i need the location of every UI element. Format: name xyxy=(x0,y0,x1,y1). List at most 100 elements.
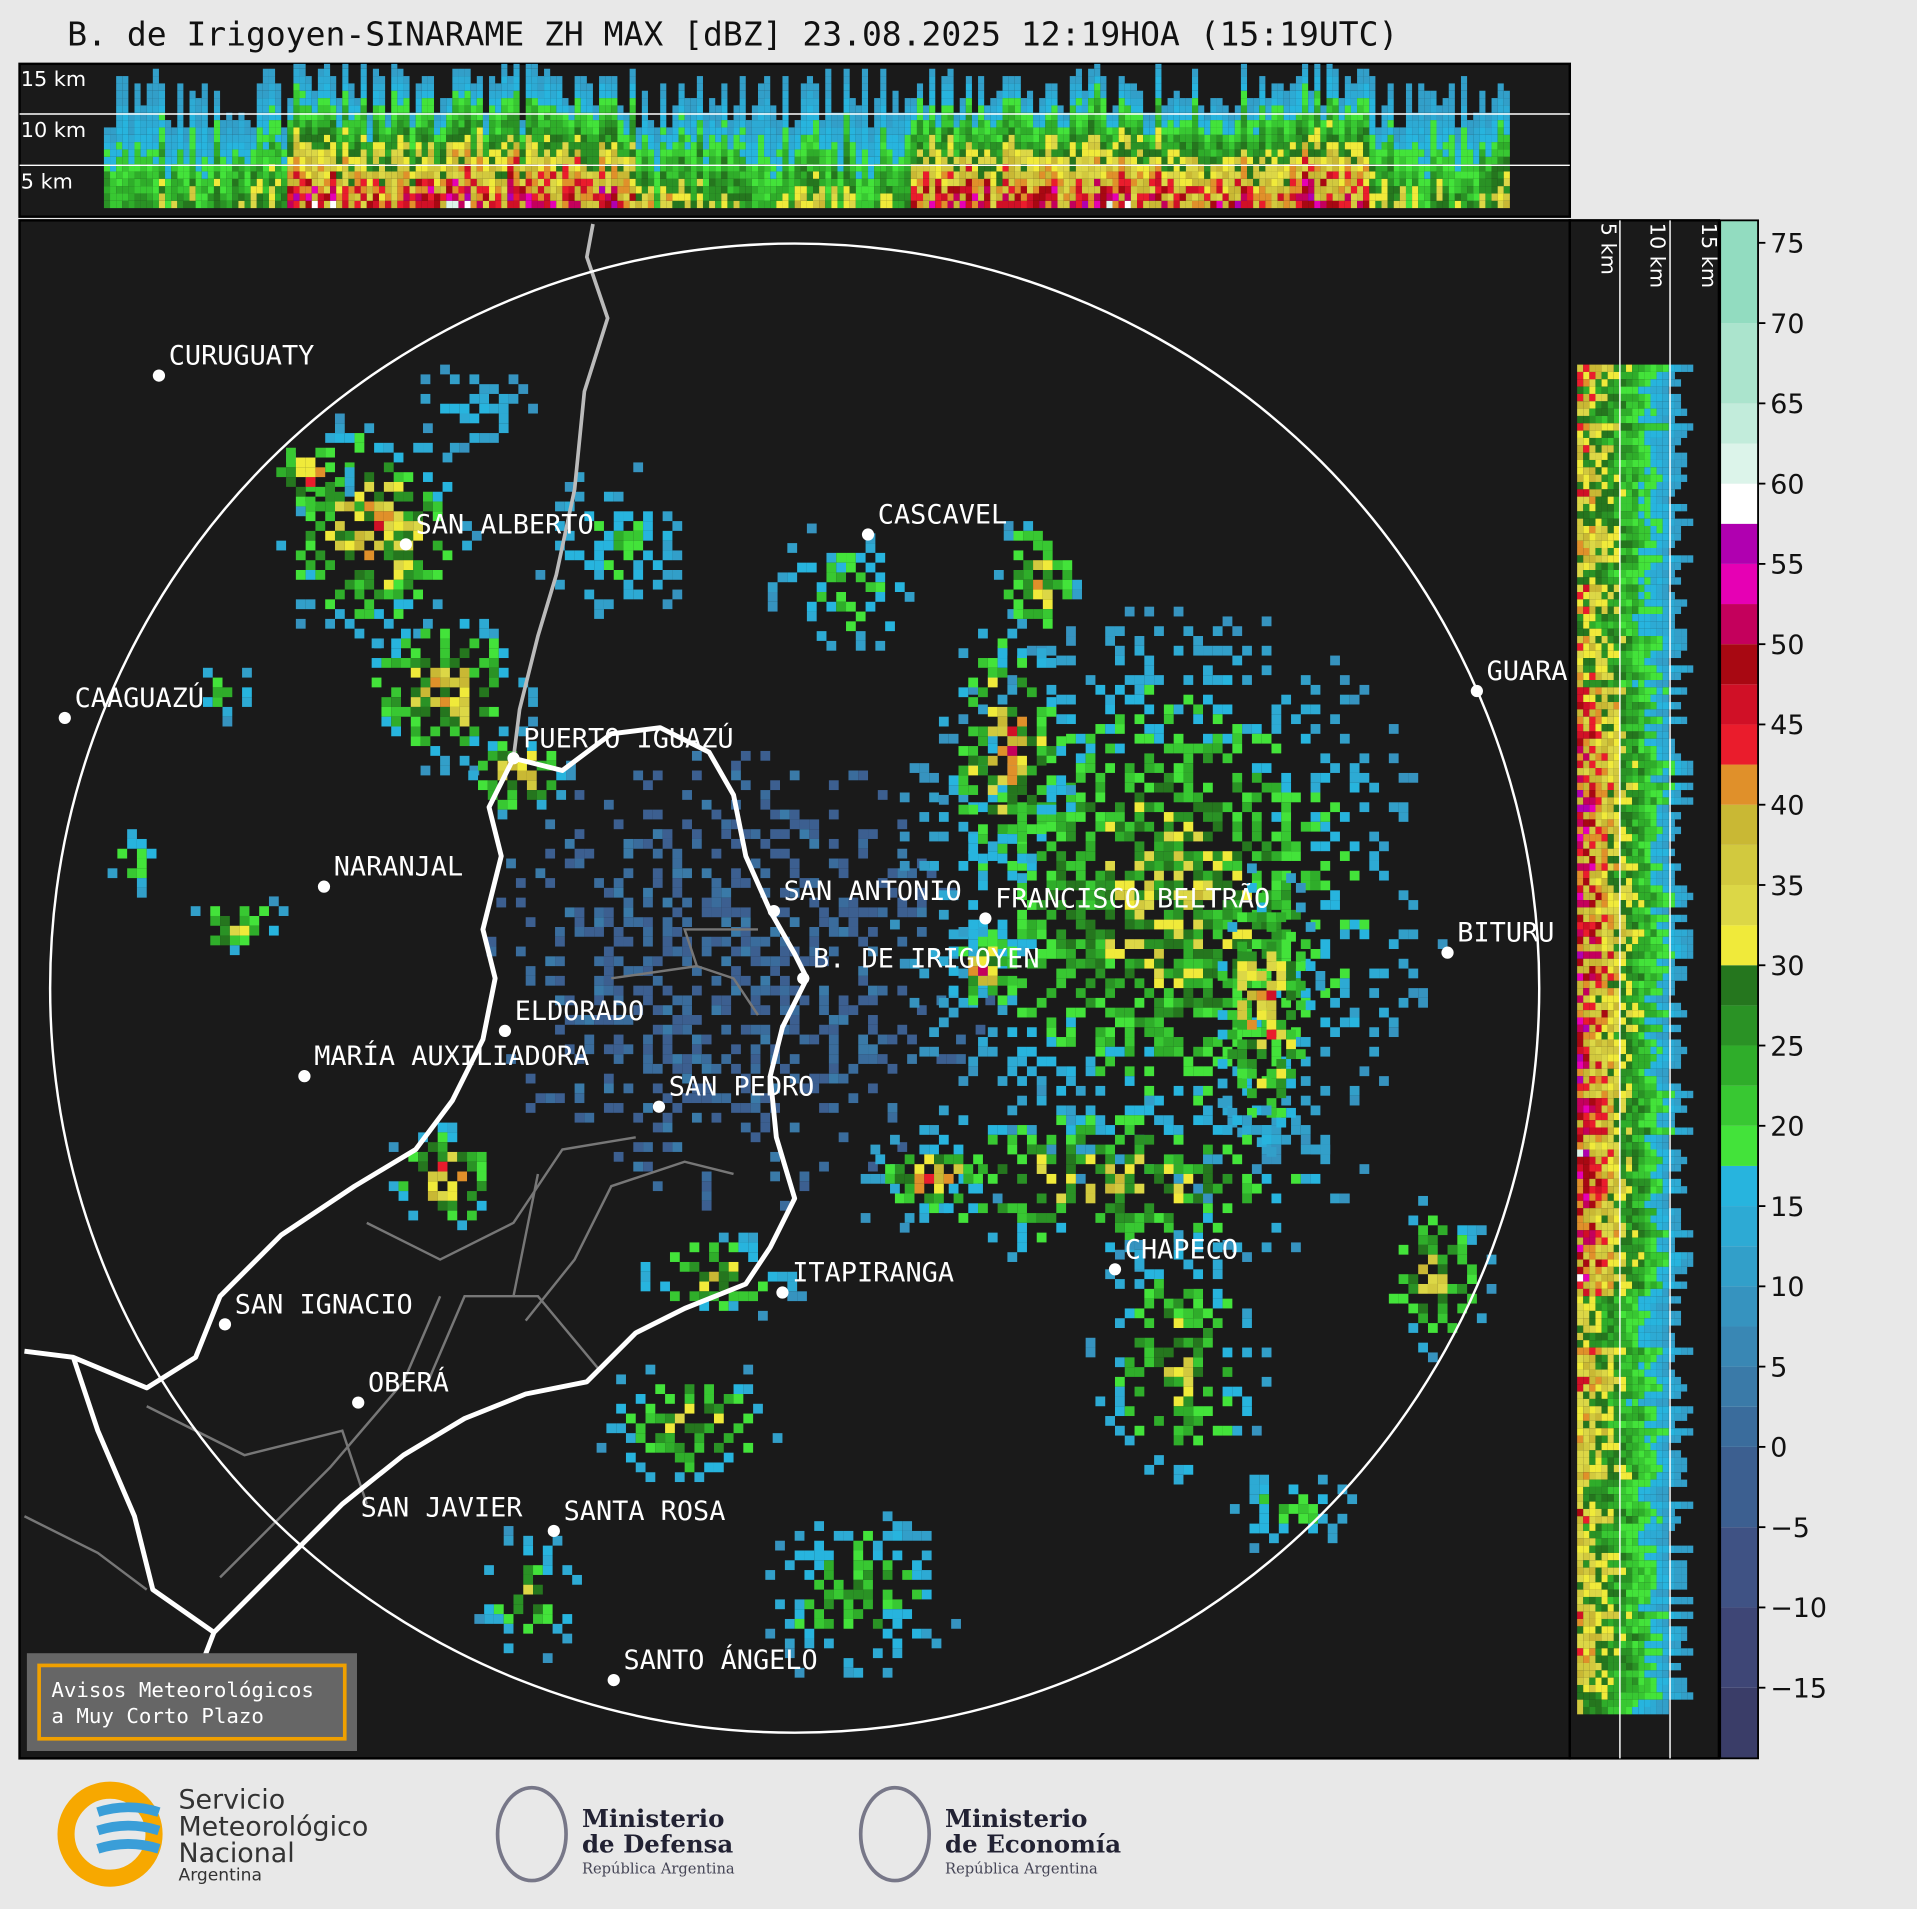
profile-cell xyxy=(1460,83,1468,91)
profile-cell xyxy=(1656,702,1663,710)
profile-cell xyxy=(1234,120,1241,128)
profile-cell xyxy=(1418,142,1425,150)
profile-cell xyxy=(1387,171,1394,179)
profile-cell xyxy=(342,142,349,150)
profile-cell xyxy=(1069,193,1076,201)
profile-cell xyxy=(1638,489,1645,497)
profile-cell xyxy=(1613,555,1620,563)
profile-cell xyxy=(1253,171,1260,179)
profile-cell xyxy=(1601,489,1608,497)
profile-cell xyxy=(378,142,386,150)
profile-cell xyxy=(1308,98,1315,106)
profile-cell xyxy=(794,149,801,157)
profile-cell xyxy=(1626,533,1633,541)
profile-cell xyxy=(550,120,557,128)
profile-cell xyxy=(855,164,862,172)
profile-cell xyxy=(1644,592,1651,600)
profile-cell xyxy=(721,98,728,106)
profile-cell xyxy=(1130,149,1137,157)
profile-cell xyxy=(721,186,728,194)
profile-cell xyxy=(1375,149,1382,157)
profile-cell xyxy=(1283,142,1290,150)
profile-cell xyxy=(1668,606,1675,615)
profile-cell xyxy=(293,68,300,77)
profile-cell xyxy=(696,76,703,84)
profile-cell xyxy=(1491,98,1498,106)
profile-cell xyxy=(1668,489,1675,497)
profile-cell xyxy=(195,98,202,106)
profile-cell xyxy=(757,149,765,157)
profile-cell xyxy=(1240,63,1248,69)
profile-cell xyxy=(1448,83,1455,91)
profile-cell xyxy=(1069,142,1076,150)
profile-cell xyxy=(1650,731,1657,739)
profile-cell xyxy=(366,127,373,135)
profile-cell xyxy=(244,156,251,165)
profile-cell xyxy=(1607,459,1614,468)
profile-cell xyxy=(1295,134,1303,143)
profile-cell xyxy=(1656,511,1663,519)
profile-cell xyxy=(1467,164,1474,172)
profile-cell xyxy=(1577,731,1584,739)
profile-cell xyxy=(1460,98,1468,106)
profile-cell xyxy=(1173,120,1180,128)
profile-cell xyxy=(1589,702,1596,710)
profile-cell xyxy=(275,134,282,143)
profile-cell xyxy=(635,149,642,157)
profile-cell xyxy=(684,178,691,187)
profile-cell xyxy=(684,112,691,121)
profile-cell xyxy=(1626,716,1633,725)
profile-cell xyxy=(1130,178,1137,187)
profile-cell xyxy=(268,112,276,121)
profile-cell xyxy=(1204,149,1211,157)
profile-cell xyxy=(1075,186,1082,194)
profile-cell xyxy=(397,98,404,106)
profile-cell xyxy=(953,120,960,128)
profile-cell xyxy=(1668,592,1675,600)
profile-cell xyxy=(281,200,288,209)
profile-cell xyxy=(910,120,917,128)
profile-cell xyxy=(837,171,844,179)
profile-cell xyxy=(421,200,428,209)
profile-cell xyxy=(868,186,875,194)
profile-cell xyxy=(1265,178,1272,187)
profile-cell xyxy=(1479,120,1486,128)
profile-cell xyxy=(1320,142,1327,150)
profile-cell xyxy=(354,149,361,157)
profile-cell xyxy=(1589,797,1596,805)
profile-cell xyxy=(1644,614,1651,622)
profile-cell xyxy=(617,127,624,135)
profile-cell xyxy=(1619,481,1627,490)
profile-cell xyxy=(757,156,765,165)
profile-cell xyxy=(647,164,655,172)
profile-cell xyxy=(544,171,551,179)
profile-cell xyxy=(941,171,948,179)
profile-cell xyxy=(1577,577,1584,585)
profile-cell xyxy=(1149,156,1156,165)
profile-cell xyxy=(660,178,667,187)
profile-cell xyxy=(446,164,453,172)
profile-cell xyxy=(1467,127,1474,135)
profile-cell xyxy=(1436,149,1443,157)
profile-cell xyxy=(831,112,838,121)
profile-cell xyxy=(770,112,777,121)
profile-cell xyxy=(562,112,569,121)
profile-cell xyxy=(330,193,337,201)
profile-cell xyxy=(861,83,869,91)
profile-cell xyxy=(1656,804,1663,813)
profile-cell xyxy=(1039,98,1046,106)
profile-cell xyxy=(1650,870,1657,879)
profile-cell xyxy=(177,90,184,99)
profile-cell xyxy=(513,149,520,157)
profile-cell xyxy=(1350,149,1358,157)
profile-cell xyxy=(990,178,997,187)
profile-cell xyxy=(1436,200,1443,209)
profile-cell xyxy=(690,156,697,165)
profile-cell xyxy=(1601,599,1608,607)
profile-cell xyxy=(1601,650,1608,659)
profile-cell xyxy=(391,193,398,201)
profile-cell xyxy=(1228,178,1235,187)
profile-cell xyxy=(323,178,331,187)
profile-cell xyxy=(1112,200,1119,209)
profile-cell xyxy=(122,142,129,150)
